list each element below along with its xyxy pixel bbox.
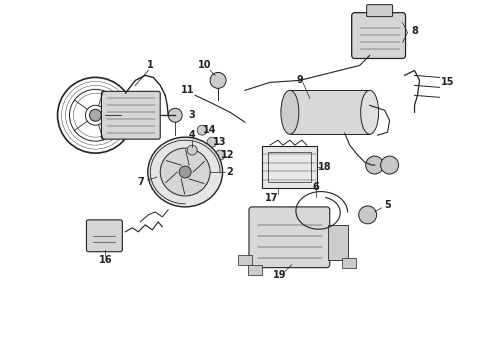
Ellipse shape [361,90,379,134]
Circle shape [215,150,225,160]
FancyBboxPatch shape [86,220,122,252]
Ellipse shape [160,148,210,196]
Text: 19: 19 [273,270,287,280]
Text: 7: 7 [137,177,144,187]
Bar [262,146,317,188]
Text: 1: 1 [147,60,154,71]
Text: 8: 8 [411,26,418,36]
Text: 18: 18 [318,162,332,172]
Text: 9: 9 [296,75,303,85]
Circle shape [381,156,398,174]
Text: 10: 10 [198,60,212,71]
Text: 12: 12 [221,150,235,160]
Text: 6: 6 [313,182,319,192]
Text: 14: 14 [203,125,217,135]
Bar [268,152,311,182]
Circle shape [366,156,384,174]
Ellipse shape [281,90,299,134]
Circle shape [359,206,377,224]
Text: 2: 2 [227,167,233,177]
FancyBboxPatch shape [249,207,330,268]
Circle shape [187,145,197,155]
Text: 15: 15 [441,77,454,87]
Text: 16: 16 [98,255,112,265]
Text: 11: 11 [181,85,195,95]
Bar [248,265,262,275]
Text: 17: 17 [265,193,279,203]
FancyBboxPatch shape [367,5,392,17]
Text: 4: 4 [189,130,196,140]
FancyBboxPatch shape [101,91,160,139]
Circle shape [197,125,207,135]
Circle shape [179,166,191,178]
Text: 13: 13 [213,137,227,147]
Circle shape [90,109,101,121]
Circle shape [168,108,182,122]
Bar [342,258,356,268]
Circle shape [207,137,217,147]
Text: 5: 5 [384,200,391,210]
Bar [238,255,252,265]
Circle shape [210,72,226,88]
Text: 3: 3 [189,110,196,120]
FancyBboxPatch shape [352,13,406,58]
Ellipse shape [148,137,222,207]
Polygon shape [290,90,369,134]
Bar [328,225,348,260]
